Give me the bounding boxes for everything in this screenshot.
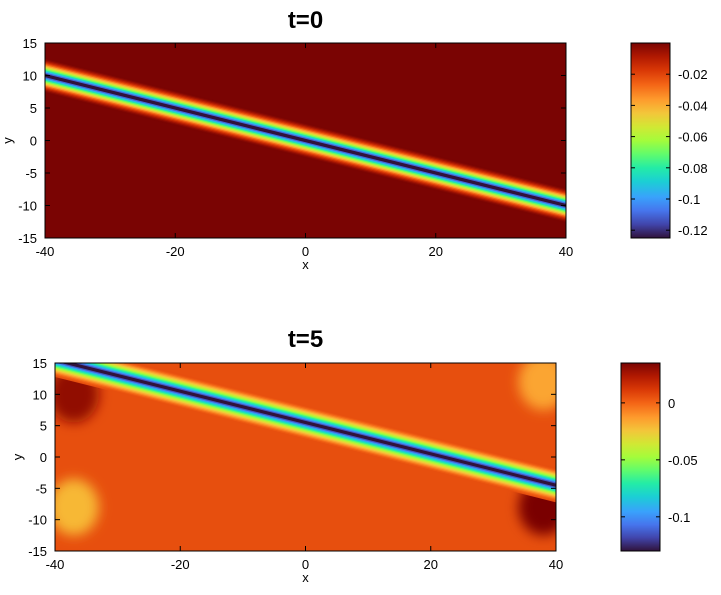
y-tick-label: -15 xyxy=(18,231,37,246)
colorbar-tick-label: -0.1 xyxy=(678,192,700,207)
heatmap-field xyxy=(45,43,566,238)
x-tick-label: 40 xyxy=(559,244,573,259)
x-axis-label: x xyxy=(302,570,309,585)
colorbar-tick-label: -0.05 xyxy=(668,453,698,468)
colorbar-tick-label: 0 xyxy=(668,396,675,411)
panel-1: -40 -20 0 20 40 15 10 5 0 -5 -10 -15 x y t=0 -0.02 -0.04… xyxy=(0,7,708,272)
y-tick-label: -15 xyxy=(28,544,47,559)
colorbar xyxy=(620,362,661,552)
x-tick-label: 20 xyxy=(424,557,438,572)
soliton-band-14 xyxy=(61,363,556,487)
y-tick-label: -5 xyxy=(35,481,47,496)
x-tick-label: 40 xyxy=(549,557,563,572)
colorbar-tick-label: -0.04 xyxy=(678,98,708,113)
x-tick-label: -20 xyxy=(171,557,190,572)
colorbar-tick-label: -0.08 xyxy=(678,161,708,176)
heatmap-blob-3 xyxy=(518,363,556,410)
heatmap-blob-2 xyxy=(55,478,99,536)
x-tick-label: -40 xyxy=(46,557,65,572)
x-axis-label: x xyxy=(302,257,309,272)
y-axis-label: y xyxy=(10,453,25,460)
colorbar-tick-label: -0.12 xyxy=(678,223,708,238)
x-tick-label: -40 xyxy=(36,244,55,259)
x-tick-label: 0 xyxy=(302,244,309,259)
y-tick-label: 5 xyxy=(40,419,47,434)
y-tick-label: 0 xyxy=(30,134,37,149)
heatmap-field xyxy=(55,363,556,551)
chart-title: t=0 xyxy=(288,7,323,34)
colorbar xyxy=(630,42,671,239)
x-tick-label: 0 xyxy=(302,557,309,572)
y-tick-label: 15 xyxy=(33,356,47,371)
soliton-band-14 xyxy=(45,73,566,208)
chart-title: t=5 xyxy=(288,326,323,353)
y-axis-label: y xyxy=(0,137,15,144)
colorbar-tick-label: -0.1 xyxy=(668,510,690,525)
colorbar-tick-label: -0.02 xyxy=(678,67,708,82)
y-tick-label: 10 xyxy=(33,387,47,402)
y-tick-label: 0 xyxy=(40,450,47,465)
y-tick-label: -10 xyxy=(28,513,47,528)
y-tick-label: 5 xyxy=(30,101,37,116)
panel-2: -40 -20 0 20 40 15 10 5 0 -5 -10 -15 x y t=5 0 -0.05 -0.1 xyxy=(10,326,698,585)
y-tick-label: 10 xyxy=(23,69,37,84)
x-tick-label: -20 xyxy=(166,244,185,259)
y-tick-label: -10 xyxy=(18,199,37,214)
colorbar-tick-label: -0.06 xyxy=(678,130,708,145)
x-tick-label: 20 xyxy=(429,244,443,259)
y-tick-label: -5 xyxy=(25,166,37,181)
y-tick-label: 15 xyxy=(23,36,37,51)
